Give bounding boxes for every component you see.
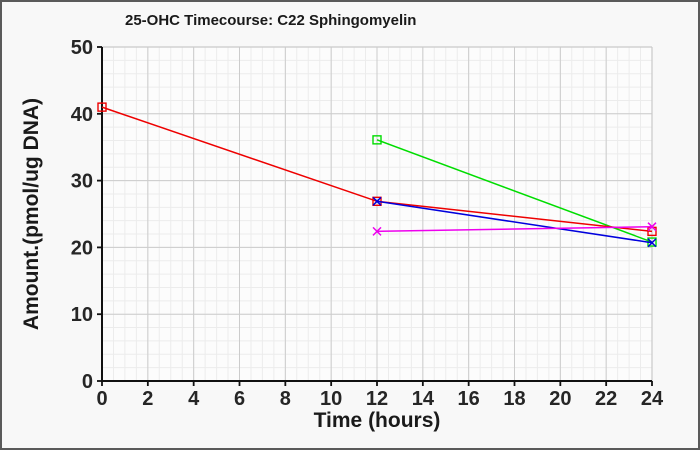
y-tick-label: 30 — [71, 171, 93, 193]
x-tick-label: 14 — [412, 388, 435, 410]
y-tick-label: 20 — [71, 237, 93, 259]
x-tick-label: 20 — [549, 388, 571, 410]
magenta-series-marker-x — [647, 222, 657, 232]
y-tick-label: 50 — [71, 37, 93, 59]
y-tick-label: 0 — [82, 371, 93, 393]
x-tick-label: 2 — [142, 388, 153, 410]
blue-series-marker-x — [647, 238, 657, 248]
y-tick-label: 40 — [71, 104, 93, 126]
x-tick-label: 12 — [366, 388, 388, 410]
blue-series-marker-x — [372, 196, 382, 206]
x-tick-label: 0 — [96, 388, 107, 410]
green-series-line — [376, 139, 653, 243]
x-tick-label: 24 — [641, 388, 664, 410]
blue-series-line — [376, 200, 653, 244]
x-tick-label: 6 — [234, 388, 245, 410]
series-blue-series — [372, 196, 657, 248]
plot-frame — [102, 46, 653, 381]
chart-title: 25-OHC Timecourse: C22 Sphingomyelin — [125, 12, 417, 29]
x-tick-label: 4 — [188, 388, 200, 410]
green-series-marker-square — [372, 135, 382, 145]
y-axis-label: Amount.(pmol/ug DNA) — [20, 98, 43, 330]
x-tick-label: 22 — [595, 388, 617, 410]
x-tick-label: 8 — [280, 388, 291, 410]
tick-marks — [97, 46, 653, 386]
series-magenta-series — [372, 222, 657, 236]
x-tick-label: 16 — [458, 388, 480, 410]
x-axis-label: Time (hours) — [314, 409, 441, 432]
red-series-marker-square — [97, 102, 107, 112]
x-tick-label: 18 — [503, 388, 525, 410]
magenta-series-marker-x — [372, 226, 382, 236]
magenta-series-line — [376, 225, 653, 233]
y-tick-label: 10 — [71, 304, 93, 326]
x-tick-label: 10 — [320, 388, 342, 410]
